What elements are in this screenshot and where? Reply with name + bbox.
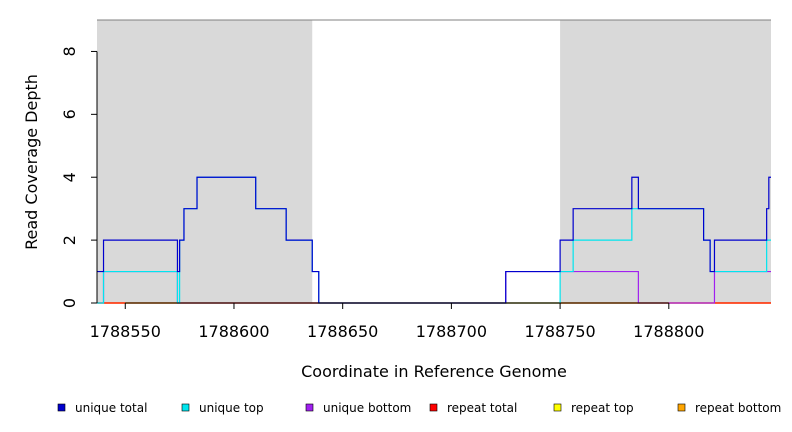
x-axis: 1788550 1788600 1788650 1788700 1788750 17888… [90,302,704,341]
x-tick-label: 1788700 [416,322,487,341]
legend-label: repeat total [447,401,517,415]
legend-swatch [181,403,190,412]
shaded-region-1 [97,20,313,303]
legend-swatch [429,403,438,412]
series-line-unique-total [97,176,771,304]
legend-item: unique total [57,401,147,415]
y-tick-label: 2 [60,235,79,245]
legend: unique total unique top unique bottom repea… [57,401,781,415]
legend-swatch [553,403,562,412]
legend-label: unique top [199,401,264,415]
shaded-region-2 [560,20,771,303]
legend-label: unique total [75,401,147,415]
legend-item: repeat total [429,401,517,415]
x-tick-label: 1788600 [198,322,269,341]
legend-item: repeat bottom [677,401,781,415]
legend-item: repeat top [553,401,634,415]
x-tick-label: 1788750 [524,322,595,341]
legend-swatch [677,403,686,412]
y-axis-label: Read Coverage Depth [22,74,41,250]
y-tick-label: 4 [60,172,79,182]
y-tick-label: 0 [60,298,79,308]
x-axis-label: Coordinate in Reference Genome [301,362,567,381]
legend-swatch [305,403,314,412]
x-tick-label: 1788800 [633,322,704,341]
legend-label: repeat bottom [695,401,781,415]
y-tick-label: 8 [60,46,79,56]
legend-item: unique bottom [305,401,411,415]
legend-swatch [57,403,66,412]
y-tick-label: 6 [60,109,79,119]
y-axis: 0 2 4 6 8 [60,46,98,308]
legend-label: unique bottom [323,401,411,415]
legend-label: repeat top [571,401,634,415]
x-tick-label: 1788550 [90,322,161,341]
legend-item: unique top [181,401,264,415]
shaded-regions [97,20,771,303]
x-tick-label: 1788650 [307,322,378,341]
